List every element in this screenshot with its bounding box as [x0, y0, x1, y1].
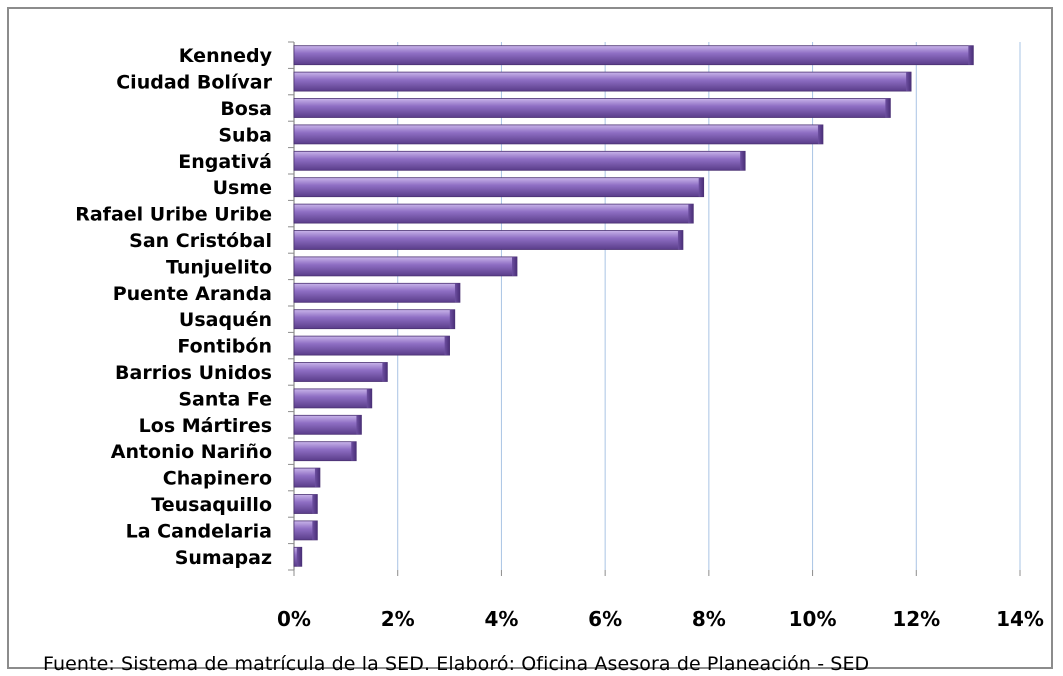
bar-cap [351, 441, 357, 461]
category-label: Puente Aranda [113, 283, 272, 305]
bar-body [293, 309, 456, 330]
x-tick-label: 6% [588, 607, 622, 631]
bar-cap [382, 362, 388, 382]
bar-cap [817, 124, 823, 144]
bar [293, 177, 705, 198]
x-tick-labels: 0% 2% 4% 6% 8% 10% 12% 14% [277, 607, 1044, 631]
bar [293, 282, 461, 303]
bar [293, 71, 912, 92]
bar-body [293, 150, 746, 171]
bar [293, 414, 362, 435]
category-label: Fontibón [177, 336, 272, 358]
bar-body [293, 124, 824, 145]
source-note: Fuente: Sistema de matrícula de la SED. … [43, 653, 870, 675]
category-label: Teusaquillo [151, 494, 272, 516]
category-label: Suba [218, 124, 272, 146]
category-label: Bosa [220, 98, 272, 120]
bar-body [293, 98, 891, 118]
bar [293, 467, 321, 488]
bar-chart: Kennedy Ciudad Bolívar Bosa Suba Engativá Usm… [75, 41, 1044, 631]
bar [293, 362, 388, 382]
bar-body [293, 45, 974, 66]
bar-cap [356, 415, 362, 435]
category-label: Ciudad Bolívar [116, 72, 272, 94]
bar-body [293, 177, 705, 198]
bar-body [293, 388, 373, 409]
category-label: Tunjuelito [166, 256, 272, 278]
bar-cap [968, 45, 974, 65]
bar-body [293, 414, 362, 435]
x-tick-label: 10% [789, 607, 837, 631]
gridlines [397, 42, 1021, 570]
category-label: Usme [213, 177, 272, 199]
bar-cap [688, 204, 694, 224]
bar-cap [296, 547, 302, 567]
category-label: Chapinero [163, 468, 272, 490]
category-label: Santa Fe [178, 388, 272, 410]
bar [293, 230, 684, 250]
category-label: Sumapaz [175, 547, 272, 569]
x-tick-label: 14% [996, 607, 1044, 631]
category-label: San Cristóbal [129, 230, 272, 252]
bar-cap [677, 230, 683, 250]
bar-body [293, 203, 694, 224]
bar-cap [698, 177, 704, 197]
bar-body [293, 441, 357, 462]
x-tick-label: 4% [484, 607, 518, 631]
bars [293, 45, 974, 567]
category-label: Kennedy [179, 45, 273, 67]
bar [293, 388, 373, 409]
bar-body [293, 335, 450, 356]
category-label: Usaquén [179, 309, 272, 331]
category-label: Los Mártires [139, 415, 272, 437]
bar-cap [449, 309, 455, 329]
category-label: Barrios Unidos [115, 362, 272, 384]
bar [293, 520, 318, 541]
category-label: Rafael Uribe Uribe [75, 204, 272, 226]
bar [293, 45, 974, 66]
bar [293, 203, 694, 224]
bar [293, 150, 746, 171]
category-labels: Kennedy Ciudad Bolívar Bosa Suba Engativá Usm… [75, 45, 272, 569]
bar [293, 335, 450, 356]
bar [293, 546, 303, 567]
bar [293, 256, 518, 277]
bar [293, 441, 357, 462]
bar-body [293, 230, 684, 250]
x-tick-label: 2% [381, 607, 415, 631]
bar-cap [906, 72, 912, 92]
category-label: La Candelaria [126, 520, 272, 542]
bar [293, 494, 318, 514]
bar [293, 124, 824, 145]
bar-body [293, 362, 388, 382]
chart-frame: Kennedy Ciudad Bolívar Bosa Suba Engativá Usm… [7, 7, 1053, 675]
bar-cap [314, 468, 320, 488]
bar [293, 98, 891, 118]
bar-cap [312, 494, 318, 514]
bar-cap [885, 98, 891, 118]
x-tick-label: 8% [692, 607, 726, 631]
bar-cap [366, 388, 372, 408]
bar-body [293, 71, 912, 92]
bar-cap [444, 336, 450, 356]
bar-cap [511, 256, 517, 276]
bar-cap [312, 520, 318, 540]
category-label: Antonio Nariño [111, 441, 272, 463]
x-tick-label: 12% [892, 607, 940, 631]
category-label: Engativá [178, 151, 272, 173]
bar [293, 309, 456, 330]
bar-cap [740, 151, 746, 171]
x-tick-label: 0% [277, 607, 311, 631]
bar-body [293, 256, 518, 277]
bar-body [293, 282, 461, 303]
bar-cap [454, 283, 460, 303]
